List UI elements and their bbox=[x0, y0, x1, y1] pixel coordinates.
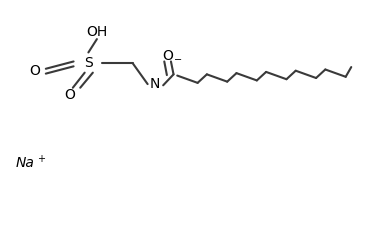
Text: +: + bbox=[37, 154, 45, 164]
Text: O: O bbox=[162, 49, 173, 63]
Text: S: S bbox=[84, 56, 93, 70]
Text: −: − bbox=[173, 56, 182, 65]
Text: Na: Na bbox=[16, 156, 35, 170]
Text: N: N bbox=[150, 77, 160, 91]
Text: OH: OH bbox=[86, 25, 107, 39]
Text: O: O bbox=[29, 64, 40, 78]
Text: O: O bbox=[65, 88, 75, 102]
